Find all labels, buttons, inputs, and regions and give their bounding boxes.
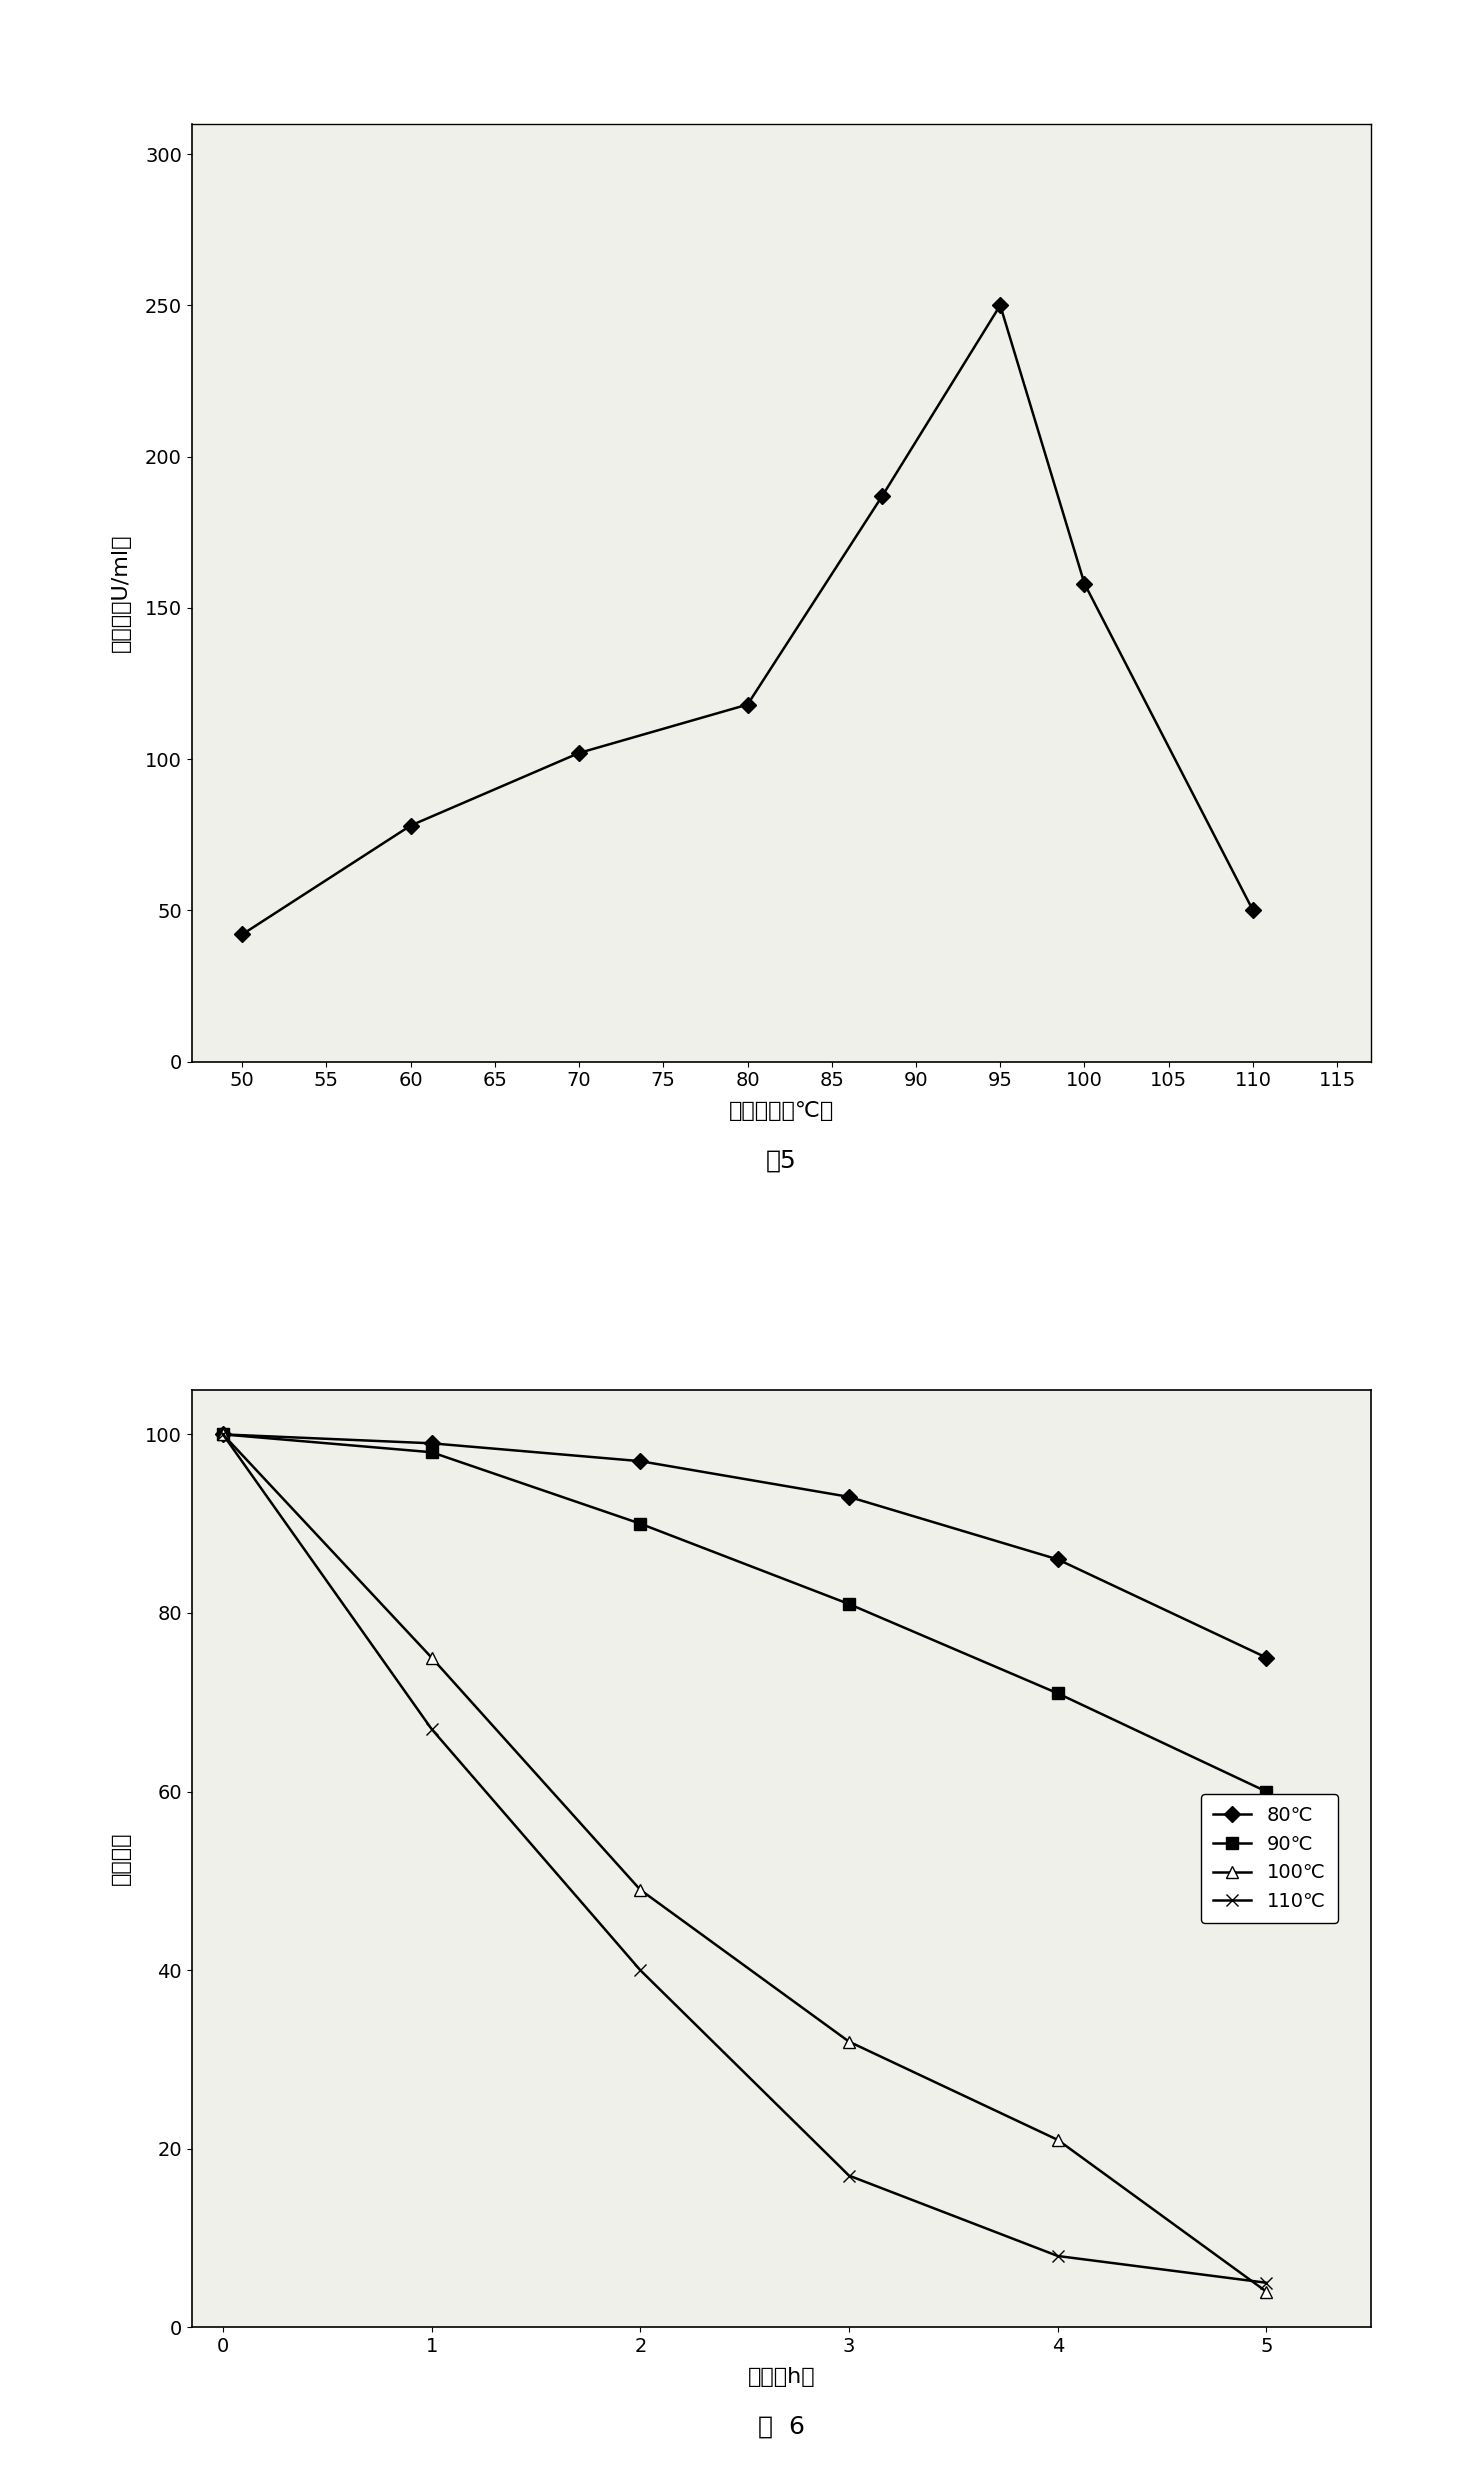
Text: 图  6: 图 6 (758, 2414, 805, 2439)
Text: 图5: 图5 (766, 1149, 796, 1174)
110℃ (631, 1956, 649, 1986)
110℃ (214, 1419, 231, 1448)
110℃ (423, 1713, 441, 1743)
110℃ (840, 2162, 858, 2191)
Line: 100℃: 100℃ (217, 1429, 1272, 2298)
X-axis label: 作用温度（℃）: 作用温度（℃） (728, 1102, 834, 1122)
100℃ (423, 1642, 441, 1671)
Line: 90℃: 90℃ (217, 1429, 1272, 1798)
90℃ (423, 1439, 441, 1468)
80℃ (1049, 1545, 1067, 1575)
Y-axis label: 相对酶活: 相对酶活 (111, 1832, 131, 1884)
80℃ (631, 1446, 649, 1476)
100℃ (1257, 2278, 1275, 2308)
Line: 80℃: 80℃ (217, 1429, 1272, 1664)
80℃ (214, 1419, 231, 1448)
Legend: 80℃, 90℃, 100℃, 110℃: 80℃, 90℃, 100℃, 110℃ (1201, 1795, 1337, 1924)
90℃ (1257, 1778, 1275, 1807)
110℃ (1257, 2268, 1275, 2298)
90℃ (840, 1590, 858, 1619)
100℃ (1049, 2124, 1067, 2154)
100℃ (214, 1419, 231, 1448)
Line: 110℃: 110℃ (217, 1429, 1272, 2288)
X-axis label: 时间（h）: 时间（h） (747, 2367, 815, 2387)
100℃ (631, 1874, 649, 1904)
80℃ (1257, 1642, 1275, 1671)
90℃ (1049, 1679, 1067, 1708)
80℃ (840, 1483, 858, 1513)
110℃ (1049, 2241, 1067, 2270)
80℃ (423, 1429, 441, 1458)
90℃ (214, 1419, 231, 1448)
100℃ (840, 2028, 858, 2058)
Y-axis label: 酶活力（U/ml）: 酶活力（U/ml） (111, 532, 131, 651)
90℃ (631, 1508, 649, 1538)
